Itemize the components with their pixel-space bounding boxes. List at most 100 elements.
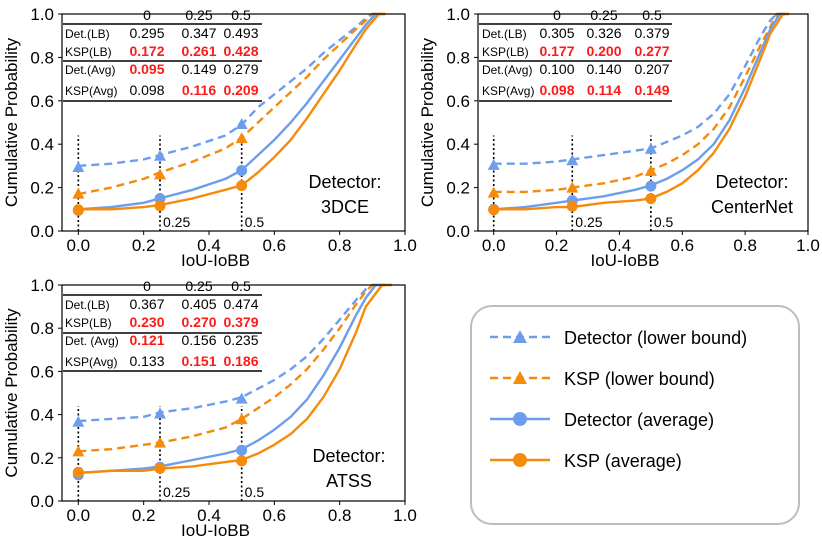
table-row-label: KSP(Avg): [65, 355, 117, 369]
table-header-cell: 0.5: [642, 7, 662, 23]
marker-triangle-ksp-lb: [72, 445, 85, 457]
marker-triangle-det-lb: [235, 118, 248, 130]
marker-circle-det-avg: [236, 164, 248, 176]
y-tick-label: 0.6: [446, 92, 470, 111]
legend-box: Detector (lower bound) KSP (lower bound) D…: [470, 305, 800, 525]
series-line-ksp-avg: [78, 283, 392, 475]
table-cell: 0.405: [181, 296, 216, 312]
marker-triangle-det-lb: [154, 149, 166, 161]
marker-circle-det-avg: [645, 180, 657, 192]
plot-frame: [61, 13, 406, 232]
legend-label: Detector (lower bound): [564, 328, 747, 348]
marker-triangle-det-lb: [72, 415, 85, 427]
marker-triangle-ksp-lb: [154, 168, 166, 180]
table-row-label: Det.(Avg): [482, 63, 532, 77]
table-cell: 0.295: [129, 25, 164, 41]
y-tick-label: 0.8: [446, 48, 470, 67]
legend-label: KSP (lower bound): [564, 369, 715, 389]
legend-circle-icon: [513, 412, 527, 426]
x-tick-label: 0.6: [670, 236, 694, 255]
marker-triangle-det-lb: [154, 407, 166, 419]
threshold-label: 0.25: [163, 214, 190, 230]
x-tick-label: 0.8: [733, 236, 757, 255]
y-tick-label: 1.0: [30, 5, 54, 24]
table-cell: 0.279: [223, 61, 258, 77]
y-tick-label: 0.2: [30, 449, 54, 468]
table-row-label: KSP(LB): [65, 316, 112, 330]
marker-triangle-det-lb: [487, 158, 500, 170]
x-tick-label: 1.0: [796, 236, 820, 255]
table-header-cell: 0.25: [185, 7, 212, 23]
chart-panel-2: 0.0 0.2 0.4 0.6 0.8 1.0 0.0 0.2 0.4 0.6 0.8 1.0 IoU-…: [418, 5, 820, 270]
table-cell: 0.305: [539, 25, 574, 41]
x-axis-label: IoU-IoBB: [181, 251, 250, 270]
detector-name-line-1: Detector:: [312, 446, 385, 466]
plot-frame: [61, 284, 406, 502]
table-cell: 0.200: [586, 43, 621, 59]
marker-triangle-ksp-lb: [487, 186, 500, 198]
y-tick-label: 0.6: [30, 92, 54, 111]
marker-circle-ksp-avg: [72, 466, 84, 478]
x-tick-label: 1.0: [393, 506, 417, 525]
marker-circle-ksp-avg: [154, 200, 166, 212]
threshold-label: 0.25: [163, 484, 190, 500]
series-line-det-lb: [78, 12, 383, 168]
marker-circle-ksp-avg: [645, 193, 657, 205]
x-tick-label: 1.0: [393, 236, 417, 255]
table-cell: 0.261: [181, 43, 216, 59]
threshold-label: 0.5: [245, 484, 265, 500]
series-line-det-lb: [493, 12, 783, 165]
y-tick-label: 0.0: [30, 222, 54, 241]
chart-panel-1: 0.0 0.2 0.4 0.6 0.8 1.0 0.0 0.2 0.4 0.6 0.8 1.0 IoU-…: [2, 5, 417, 270]
marker-circle-ksp-avg: [72, 204, 84, 216]
table-cell: 0.100: [539, 61, 574, 77]
table-cell: 0.230: [129, 314, 164, 330]
table-header-cell: 0: [143, 7, 151, 23]
table-cell: 0.114: [587, 82, 621, 98]
table-row-label: KSP(Avg): [482, 84, 534, 98]
y-tick-label: 0.4: [446, 135, 470, 154]
table-cell: 0.098: [129, 82, 164, 98]
table-cell: 0.474: [223, 296, 258, 312]
marker-circle-ksp-avg: [566, 200, 578, 212]
marker-triangle-ksp-lb: [235, 413, 248, 425]
table-cell: 0.326: [586, 25, 621, 41]
x-tick-label: 0.4: [197, 506, 221, 525]
x-tick-label: 0.6: [263, 236, 287, 255]
threshold-label: 0.25: [575, 214, 602, 230]
marker-triangle-det-lb: [72, 160, 85, 172]
marker-triangle-det-lb: [235, 392, 248, 404]
table-header-cell: 0.25: [185, 278, 212, 294]
legend-label: KSP (average): [564, 451, 682, 471]
marker-triangle-det-lb: [566, 154, 579, 166]
table-header-cell: 0: [143, 278, 151, 294]
detector-name-line-1: Detector:: [308, 172, 381, 192]
table-row-label: KSP(Avg): [65, 84, 117, 98]
marker-circle-ksp-avg: [236, 455, 248, 467]
y-axis-label: Cumulative Probability: [2, 37, 21, 207]
table-cell: 0.133: [129, 353, 164, 369]
table-cell: 0.172: [129, 43, 164, 59]
table-cell: 0.151: [181, 353, 216, 369]
table-row-label: Det.(LB): [65, 298, 110, 312]
y-tick-label: 0.8: [30, 319, 54, 338]
legend-circle-icon: [513, 453, 527, 467]
y-axis-label: Cumulative Probability: [2, 308, 21, 478]
table-cell: 0.095: [129, 61, 164, 77]
legend-triangle-icon: [513, 330, 527, 343]
detector-name-line-2: CenterNet: [711, 197, 793, 217]
x-tick-label: 0.0: [67, 236, 91, 255]
y-tick-label: 0.2: [446, 179, 470, 198]
table-cell: 0.140: [586, 61, 621, 77]
x-tick-label: 0.4: [608, 236, 632, 255]
stats-table: 0 0.25 0.5 Det.(LB) 0.305 0.326 0.379 KSP(LB) 0.…: [479, 7, 672, 102]
table-header-cell: 0.25: [590, 7, 617, 23]
series-line-ksp-lb: [78, 12, 386, 196]
threshold-label: 0.5: [654, 214, 674, 230]
marker-triangle-ksp-lb: [72, 187, 85, 199]
marker-triangle-ksp-lb: [235, 132, 248, 144]
marker-triangle-ksp-lb: [644, 164, 657, 176]
table-row-label: Det.(LB): [65, 27, 110, 41]
x-tick-label: 0.4: [197, 236, 221, 255]
